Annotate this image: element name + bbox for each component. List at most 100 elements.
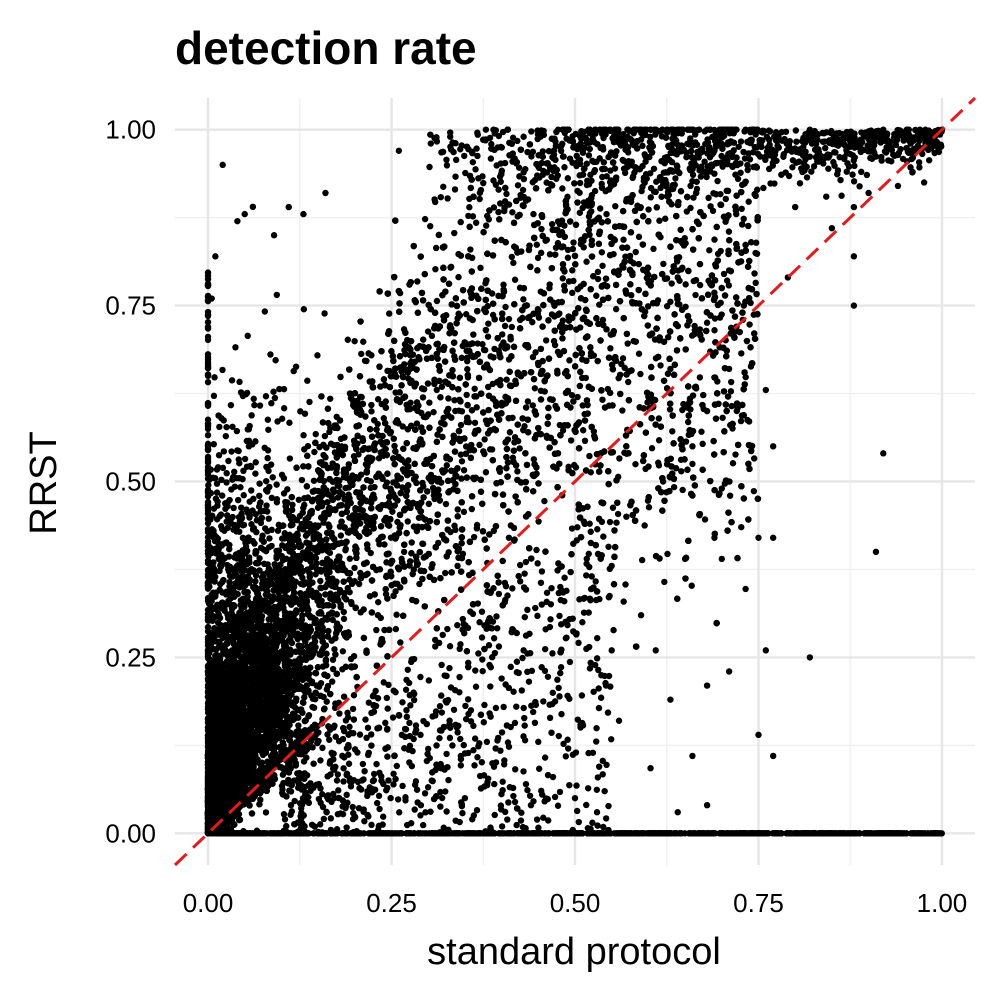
data-point <box>706 247 713 254</box>
data-point <box>397 584 404 591</box>
data-point <box>645 206 652 213</box>
data-point <box>548 220 556 228</box>
data-point <box>769 534 777 541</box>
data-point <box>484 333 492 340</box>
data-point <box>752 249 759 257</box>
data-point <box>674 809 681 816</box>
data-point <box>745 222 752 230</box>
data-point <box>755 534 762 541</box>
data-point <box>462 443 470 450</box>
data-point <box>414 278 421 285</box>
data-point <box>460 508 468 516</box>
data-point <box>701 516 709 523</box>
data-point <box>707 203 714 210</box>
data-point <box>524 148 531 156</box>
data-point <box>613 519 620 526</box>
data-point <box>732 451 739 458</box>
data-point <box>551 251 559 258</box>
data-point <box>460 466 468 474</box>
data-point <box>300 504 307 512</box>
data-point <box>368 609 376 616</box>
data-point <box>858 168 865 176</box>
data-point <box>624 340 631 347</box>
data-point <box>312 571 319 578</box>
data-point <box>457 451 465 458</box>
data-point <box>497 353 504 361</box>
data-point <box>652 647 659 654</box>
data-point <box>298 476 306 484</box>
data-point <box>534 612 541 620</box>
data-point <box>458 475 465 482</box>
data-point <box>499 491 507 498</box>
data-point <box>382 398 389 405</box>
data-point <box>632 248 639 256</box>
data-point <box>374 396 382 403</box>
data-point <box>449 347 456 355</box>
data-point <box>499 557 506 565</box>
data-point <box>651 273 658 281</box>
data-point <box>581 437 589 445</box>
data-point <box>571 252 579 260</box>
data-point <box>738 523 745 531</box>
data-point <box>628 292 635 299</box>
data-point <box>711 236 718 243</box>
data-point <box>673 347 681 354</box>
data-point <box>477 264 484 272</box>
data-point <box>657 362 664 369</box>
data-point <box>565 278 573 285</box>
data-point <box>270 232 278 239</box>
data-point <box>632 460 639 468</box>
data-point <box>682 438 690 445</box>
data-point <box>614 499 621 506</box>
data-point <box>719 414 726 421</box>
data-point <box>345 491 352 498</box>
data-point <box>703 682 711 689</box>
data-point <box>699 440 706 448</box>
data-point <box>310 477 318 484</box>
data-point <box>455 407 463 414</box>
data-point <box>485 320 492 327</box>
data-point <box>590 352 598 359</box>
data-point <box>644 303 652 310</box>
data-point <box>485 216 493 223</box>
data-point <box>574 393 581 401</box>
data-point <box>419 479 426 487</box>
data-point <box>682 281 689 288</box>
data-point <box>751 270 758 277</box>
data-point <box>638 556 646 564</box>
data-point <box>463 311 470 318</box>
data-point <box>386 310 393 317</box>
data-point <box>596 301 603 308</box>
data-point <box>510 343 518 351</box>
data-point <box>745 418 753 425</box>
data-point <box>541 497 548 505</box>
data-point <box>718 555 725 563</box>
data-point <box>455 250 462 258</box>
data-point <box>443 462 451 469</box>
data-point <box>612 223 619 230</box>
data-point <box>346 555 354 562</box>
data-point <box>655 415 663 422</box>
data-point <box>351 337 358 345</box>
data-point <box>484 383 492 391</box>
data-point <box>738 350 745 357</box>
data-point <box>472 219 480 226</box>
data-point <box>656 217 663 224</box>
data-point <box>684 466 691 473</box>
data-point <box>576 209 584 216</box>
data-point <box>738 205 745 213</box>
data-point <box>494 625 501 632</box>
data-point <box>446 324 454 331</box>
data-point <box>511 276 519 283</box>
data-point <box>514 468 521 475</box>
data-point <box>569 267 576 274</box>
data-point <box>508 323 516 331</box>
data-point <box>729 460 737 467</box>
data-point <box>610 581 618 588</box>
data-point <box>473 404 480 411</box>
data-point <box>413 420 421 427</box>
data-point <box>663 303 671 310</box>
data-point <box>622 253 629 260</box>
data-point <box>375 598 382 606</box>
